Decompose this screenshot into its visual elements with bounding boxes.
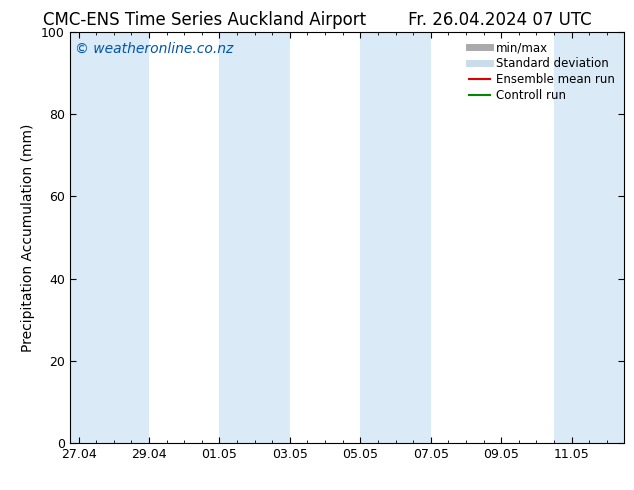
Text: © weatheronline.co.nz: © weatheronline.co.nz (75, 42, 233, 56)
Bar (554, 32, 624, 443)
Bar (360, 32, 430, 443)
Y-axis label: Precipitation Accumulation (mm): Precipitation Accumulation (mm) (22, 123, 36, 352)
Text: CMC-ENS Time Series Auckland Airport        Fr. 26.04.2024 07 UTC: CMC-ENS Time Series Auckland Airport Fr.… (42, 11, 592, 29)
Bar (219, 32, 290, 443)
Legend: min/max, Standard deviation, Ensemble mean run, Controll run: min/max, Standard deviation, Ensemble me… (465, 38, 619, 106)
Bar (70, 32, 149, 443)
